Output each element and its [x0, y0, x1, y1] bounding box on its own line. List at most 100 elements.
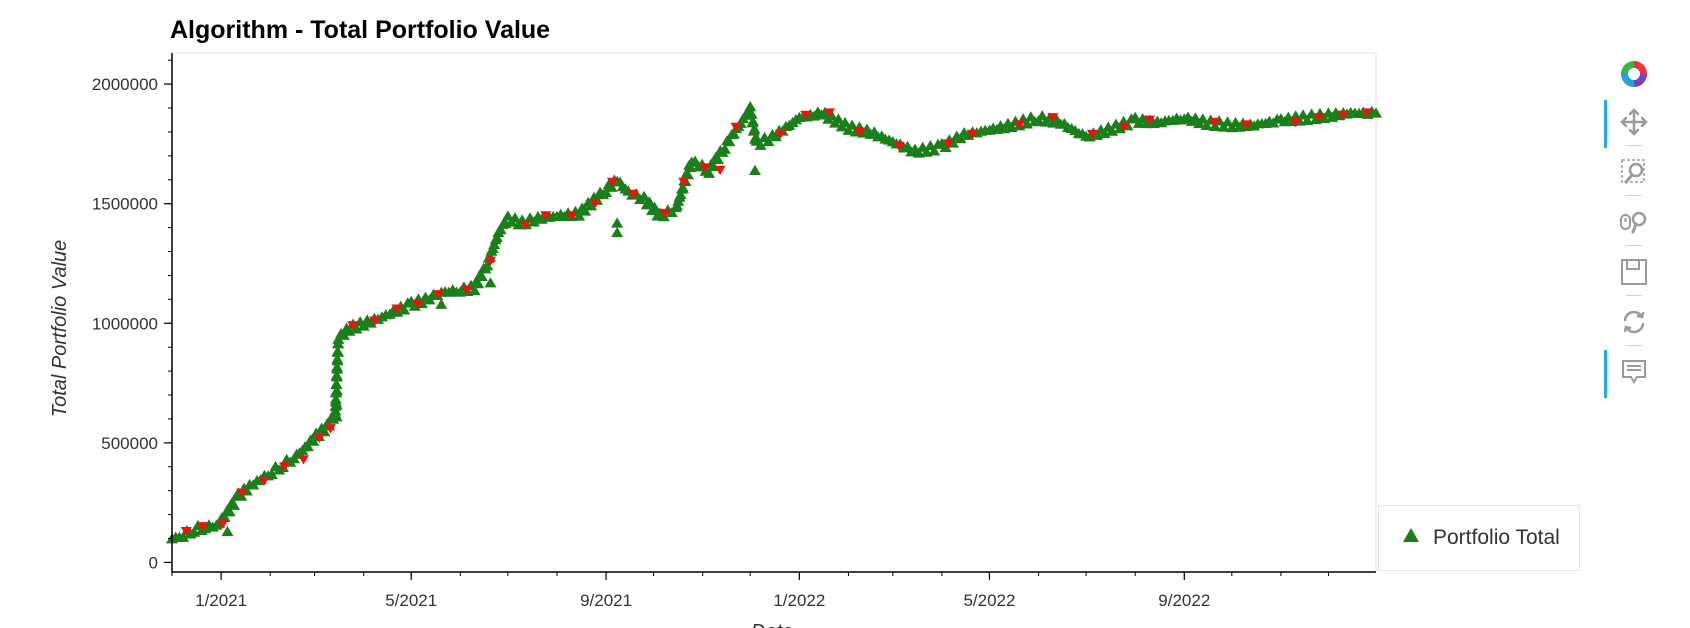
data-point-portfolio-total: [337, 329, 350, 340]
data-point-portfolio-total: [674, 189, 687, 200]
data-point-portfolio-total: [745, 108, 758, 119]
x-axis-label: Date: [751, 621, 793, 628]
data-point-highlight: [391, 304, 403, 314]
data-point-portfolio-total: [748, 164, 761, 175]
hover-tool-button[interactable]: [1604, 350, 1664, 398]
x-tick-label: 5/2022: [963, 591, 1015, 610]
data-point-portfolio-total: [762, 135, 775, 147]
data-point-portfolio-total: [939, 141, 952, 153]
data-point-portfolio-total: [638, 190, 651, 201]
data-point-highlight: [540, 211, 552, 221]
data-point-portfolio-total: [1301, 114, 1314, 125]
data-point-portfolio-total: [681, 169, 694, 180]
data-point-portfolio-total: [468, 284, 481, 296]
data-point-highlight: [800, 110, 812, 121]
data-point-portfolio-total: [221, 525, 234, 537]
data-point-highlight: [217, 519, 229, 530]
data-point-highlight: [1118, 122, 1130, 133]
legend-label-portfolio-total: Portfolio Total: [1433, 526, 1560, 549]
data-point-portfolio-total: [648, 201, 661, 212]
plot-frame: [171, 52, 1377, 573]
data-point-portfolio-total: [1113, 123, 1126, 134]
data-point-portfolio-total: [357, 320, 370, 331]
y-tick-label: 500000: [101, 434, 158, 453]
data-point-highlight: [606, 177, 618, 188]
data-point-portfolio-total: [723, 136, 736, 147]
pan-tool-button[interactable]: [1604, 100, 1664, 148]
data-point-portfolio-total: [331, 355, 344, 366]
data-point-portfolio-total: [727, 128, 740, 139]
data-point-highlight: [297, 455, 309, 465]
data-point-portfolio-total: [1106, 125, 1119, 136]
x-tick-label: 9/2022: [1158, 591, 1210, 610]
legend-marker: [1403, 528, 1419, 542]
data-point-highlight: [278, 462, 290, 472]
data-point-highlight: [196, 522, 208, 532]
data-point-portfolio-total: [494, 224, 507, 235]
save-icon: [1621, 259, 1647, 285]
data-point-portfolio-total: [330, 378, 343, 390]
data-point-portfolio-total: [600, 186, 613, 198]
data-point-portfolio-total: [350, 323, 363, 334]
data-point-highlight: [678, 177, 690, 188]
data-point-highlight: [823, 108, 835, 118]
data-point-highlight: [180, 526, 192, 537]
data-point-highlight: [1014, 120, 1026, 130]
x-tick-label: 1/2021: [195, 591, 247, 610]
data-point-portfolio-total: [747, 115, 760, 126]
data-point-highlight: [1086, 129, 1098, 140]
data-point-portfolio-total: [398, 304, 411, 315]
data-point-portfolio-total: [435, 298, 448, 309]
data-point-portfolio-total: [832, 113, 845, 124]
data-point-portfolio-total: [508, 212, 521, 223]
data-point-portfolio-total: [330, 371, 343, 382]
data-point-highlight: [236, 488, 248, 499]
data-point-portfolio-total: [769, 131, 782, 142]
box-zoom-tool-button[interactable]: [1604, 150, 1664, 194]
data-point-portfolio-total: [754, 139, 767, 150]
data-point-highlight: [519, 220, 531, 231]
data-point-portfolio-total: [573, 210, 586, 221]
data-point-portfolio-total: [484, 277, 497, 288]
x-tick-label: 5/2021: [385, 591, 437, 610]
data-point-highlight: [412, 299, 424, 310]
data-point-portfolio-total: [846, 119, 859, 130]
data-point-portfolio-total: [842, 124, 855, 135]
reset-icon: [1623, 310, 1645, 334]
data-point-portfolio-total: [423, 294, 436, 305]
data-point-portfolio-total: [744, 101, 757, 112]
reset-tool-button[interactable]: [1604, 300, 1664, 344]
data-point-highlight: [659, 208, 671, 219]
data-point-highlight: [1047, 113, 1059, 123]
data-point-portfolio-total: [643, 196, 656, 207]
data-point-highlight: [698, 163, 710, 173]
data-point-highlight: [730, 122, 742, 133]
data-point-portfolio-total: [331, 363, 344, 374]
data-point-portfolio-total: [475, 270, 488, 281]
data-point-highlight: [258, 476, 270, 487]
data-point-portfolio-total: [585, 200, 598, 211]
wheel-zoom-icon: [1620, 211, 1647, 234]
y-axis-label: Total Portfolio Value: [49, 240, 71, 418]
data-point-portfolio-total: [527, 216, 540, 227]
data-point-highlight: [1337, 110, 1349, 121]
legend: Portfolio Total: [1378, 505, 1580, 571]
data-point-highlight: [484, 256, 496, 267]
chart-title: Algorithm - Total Portfolio Value: [170, 16, 551, 44]
data-point-portfolio-total: [1221, 116, 1234, 127]
y-tick-label: 0: [149, 553, 158, 572]
data-point-portfolio-total: [330, 384, 343, 396]
data-point-portfolio-total: [749, 131, 762, 142]
save-tool-button[interactable]: [1604, 250, 1664, 294]
data-point-portfolio-total: [684, 161, 697, 173]
data-point-highlight: [942, 139, 954, 149]
data-point-portfolio-total: [611, 217, 624, 228]
data-point-portfolio-total: [605, 181, 618, 192]
data-point-highlight: [774, 129, 786, 140]
data-point-highlight: [1313, 113, 1325, 123]
data-point-portfolio-total: [177, 531, 190, 542]
bokeh-logo-icon[interactable]: [1604, 52, 1664, 96]
data-point-portfolio-total: [301, 440, 314, 451]
wheel-zoom-tool-button[interactable]: [1604, 200, 1664, 244]
